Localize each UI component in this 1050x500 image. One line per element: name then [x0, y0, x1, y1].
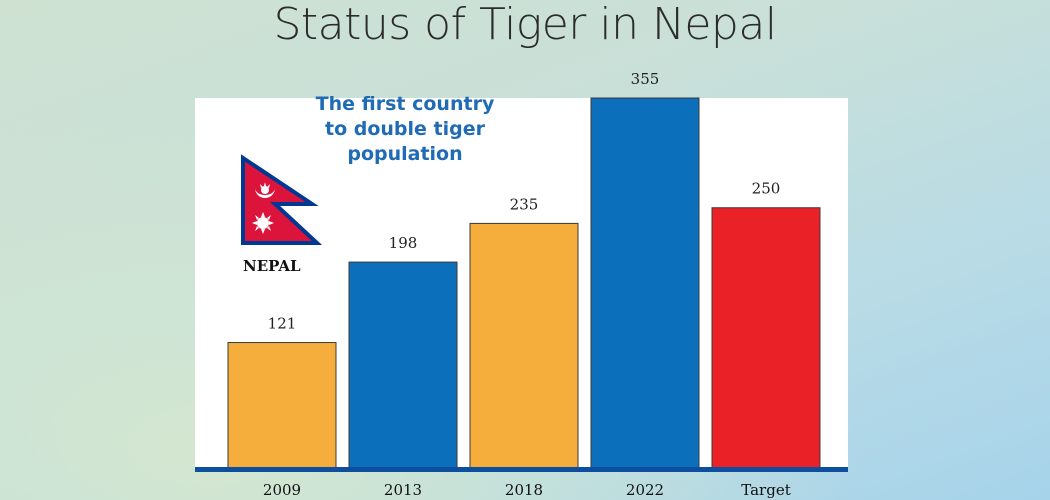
tick-label-target: Target — [741, 481, 790, 499]
tick-label-2018: 2018 — [505, 481, 543, 499]
data-label-2022: 355 — [631, 70, 660, 88]
bar-2009 — [227, 342, 337, 470]
subtitle-line-3: population — [347, 143, 463, 165]
bar-target — [711, 207, 821, 470]
data-label-2009: 121 — [268, 315, 297, 333]
tick-label-2013: 2013 — [384, 481, 422, 499]
chart-title: Status of Tiger in Nepal — [273, 0, 777, 50]
moon-icon — [255, 182, 275, 198]
data-label-target: 250 — [752, 180, 781, 198]
data-label-2018: 235 — [510, 195, 539, 213]
tick-label-2022: 2022 — [626, 481, 664, 499]
nepal-flag-icon — [241, 154, 323, 245]
bars-layer: 121 2009 198 2013 235 2018 355 2022 250 Target — [227, 70, 821, 499]
subtitle-line-1: The first country — [315, 93, 495, 115]
flag-label: NEPAL — [243, 257, 301, 275]
bar-2018 — [469, 222, 579, 470]
bar-2022 — [590, 97, 700, 470]
chart-subtitle: The first country to double tiger popula… — [300, 92, 510, 167]
sun-icon — [252, 212, 274, 234]
data-label-2013: 198 — [389, 234, 418, 252]
chart-baseline — [195, 467, 848, 472]
bar-2013 — [348, 261, 458, 470]
subtitle-line-2: to double tiger — [325, 118, 485, 140]
tick-label-2009: 2009 — [263, 481, 301, 499]
